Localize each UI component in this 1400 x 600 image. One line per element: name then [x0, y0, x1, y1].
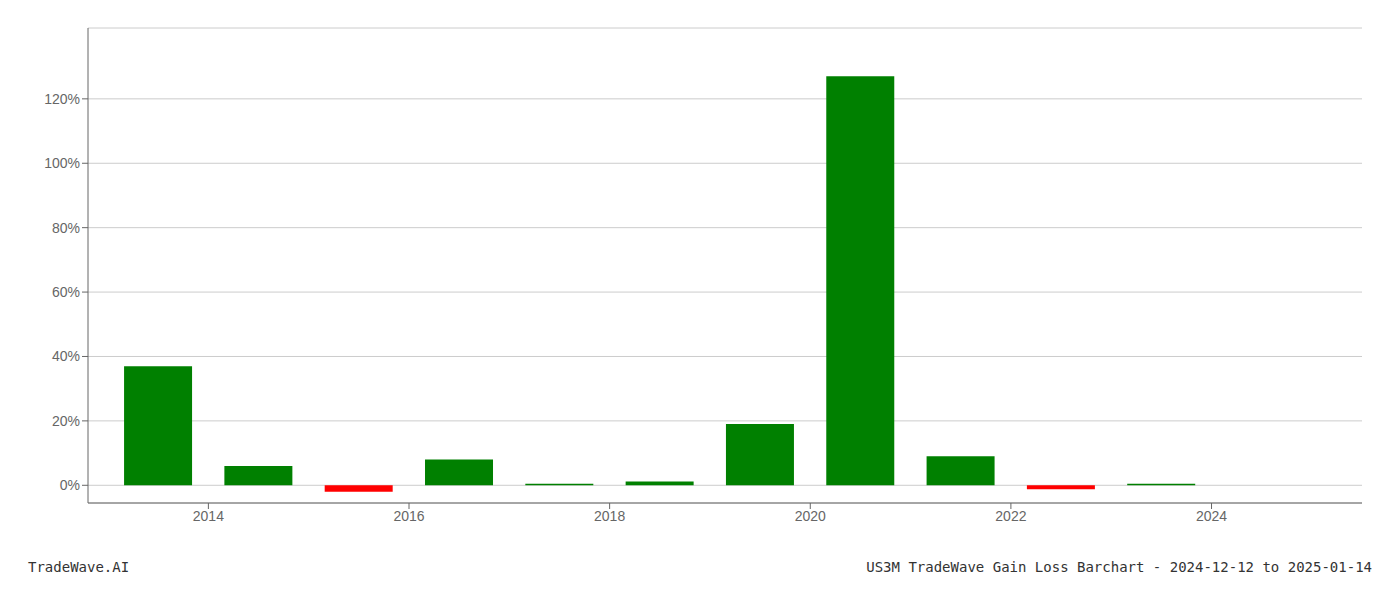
- svg-text:120%: 120%: [44, 91, 80, 107]
- svg-text:2014: 2014: [193, 508, 224, 524]
- svg-text:20%: 20%: [52, 413, 80, 429]
- svg-text:2022: 2022: [995, 508, 1026, 524]
- svg-text:80%: 80%: [52, 220, 80, 236]
- svg-text:100%: 100%: [44, 155, 80, 171]
- svg-text:2016: 2016: [393, 508, 424, 524]
- svg-text:0%: 0%: [60, 477, 80, 493]
- svg-text:2024: 2024: [1196, 508, 1227, 524]
- html-text:US3M TradeWave Gain Loss Barch: US3M TradeWave Gain Loss Barchart - 2024…: [866, 559, 1372, 575]
- svg-text:2018: 2018: [594, 508, 625, 524]
- html-text:TradeWave.AI: TradeWave.AI: [28, 559, 130, 575]
- svg-text:2020: 2020: [795, 508, 826, 524]
- svg-text:40%: 40%: [52, 348, 80, 364]
- svg-text:60%: 60%: [52, 284, 80, 300]
